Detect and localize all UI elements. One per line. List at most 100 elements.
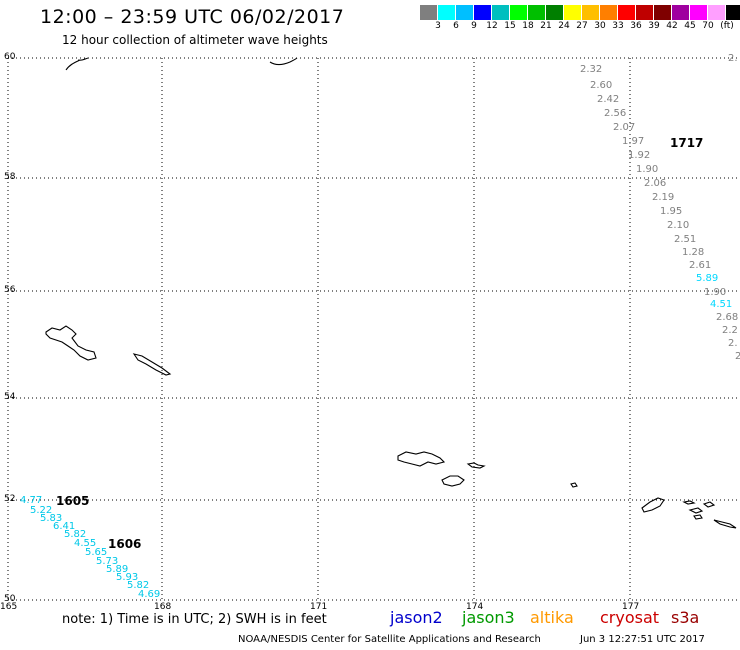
- scale-swatch: [546, 5, 564, 20]
- wave-height-value: 5.65: [85, 547, 108, 558]
- island-right-2: [682, 500, 696, 505]
- wave-height-value: 2.06: [644, 178, 667, 189]
- scale-label: 21: [540, 21, 552, 31]
- island-right-6: [713, 519, 737, 529]
- scale-label: 42: [666, 21, 678, 31]
- scale-label: 24: [558, 21, 570, 31]
- lon-label: 168: [154, 602, 172, 612]
- scale-label: 39: [648, 21, 660, 31]
- wave-height-value: 2.42: [597, 94, 620, 105]
- scale-swatch: [708, 5, 726, 20]
- scale-label: 27: [576, 21, 588, 31]
- track-label-1605: 1605: [56, 494, 90, 508]
- scale-label: 45: [684, 21, 696, 31]
- footer-note: note: 1) Time is in UTC; 2) SWH is in fe…: [62, 612, 327, 627]
- wave-height-value: 1.28: [682, 247, 705, 258]
- track-label-1717: 1717: [670, 136, 704, 150]
- wave-height-value: 5.93: [116, 572, 139, 583]
- wave-height-value: 2.51: [674, 234, 697, 245]
- island-right-5: [693, 514, 703, 520]
- wave-height-value: 1.90: [704, 287, 727, 298]
- wave-height-value: 5.82: [127, 580, 150, 591]
- scale-swatch: [672, 5, 690, 20]
- wave-height-value: 5.82: [64, 529, 87, 540]
- color-scale-legend: [420, 5, 740, 20]
- scale-label: 30: [594, 21, 606, 31]
- coastlines: [45, 57, 737, 529]
- wave-height-value: 1.92: [628, 150, 651, 161]
- satellite-jason3: jason3: [462, 608, 515, 627]
- island-right-1: [641, 497, 665, 513]
- lat-label: 50: [4, 594, 16, 604]
- wave-height-value: 5.22: [30, 505, 53, 516]
- scale-swatch: [438, 5, 456, 20]
- wave-height-value: 2.07: [613, 122, 636, 133]
- scale-label: 70: [702, 21, 714, 31]
- footer-credit: NOAA/NESDIS Center for Satellite Applica…: [238, 634, 541, 645]
- map-title: 12:00 – 23:59 UTC 06/02/2017: [40, 6, 345, 28]
- wave-height-value: 4.55: [74, 538, 97, 549]
- map-subtitle: 12 hour collection of altimeter wave hei…: [62, 33, 328, 47]
- island-small-1: [466, 462, 486, 469]
- scale-label: 3: [435, 21, 441, 31]
- track-label-1606: 1606: [108, 537, 142, 551]
- wave-height-value: 4.77: [20, 495, 43, 506]
- coastline-north-1: [65, 57, 89, 71]
- wave-height-value: 5.73: [96, 556, 119, 567]
- scale-label: 36: [630, 21, 642, 31]
- scale-label: 15: [504, 21, 516, 31]
- island-attu: [397, 451, 446, 467]
- scale-label: 6: [453, 21, 459, 31]
- coastline-north-2: [269, 57, 298, 66]
- wave-height-value: 5.89: [696, 273, 719, 284]
- scale-swatch: [582, 5, 600, 20]
- lat-label: 54: [4, 392, 16, 402]
- scale-swatch: [474, 5, 492, 20]
- scale-label: 9: [471, 21, 477, 31]
- wave-height-value: 2: [735, 351, 740, 362]
- wave-height-value: 4.69: [138, 589, 161, 600]
- wave-height-value: 4.51: [710, 299, 733, 310]
- lat-label: 56: [4, 285, 16, 295]
- lon-label: 174: [466, 602, 484, 612]
- footer-timestamp: Jun 3 12:27:51 UTC 2017: [580, 634, 705, 645]
- scale-swatch: [420, 5, 438, 20]
- island-medny: [132, 353, 172, 376]
- scale-swatch: [654, 5, 672, 20]
- scale-swatch: [636, 5, 654, 20]
- island-bering: [45, 325, 97, 361]
- lon-label: 171: [310, 602, 328, 612]
- scale-swatch: [726, 5, 740, 20]
- scale-label: 18: [522, 21, 534, 31]
- scale-swatch: [690, 5, 708, 20]
- lat-label: 58: [4, 172, 16, 182]
- wave-height-value: 2.56: [604, 108, 627, 119]
- scale-label: 33: [612, 21, 624, 31]
- wave-height-value: 2.2: [722, 325, 738, 336]
- island-right-3: [688, 507, 704, 514]
- satellite-jason2: jason2: [390, 608, 443, 627]
- wave-height-value: 2.19: [652, 192, 675, 203]
- wave-height-value: 2.61: [689, 260, 712, 271]
- satellite-altika: altika: [530, 608, 574, 627]
- scale-swatch: [600, 5, 618, 20]
- color-scale-labels: 3 6 9 12 15 18 21 24 27 30 33 36 39 42 45 70 (ft): [420, 21, 740, 33]
- island-small-2: [570, 482, 578, 488]
- scale-swatch: [618, 5, 636, 20]
- lon-label: 165: [0, 602, 18, 612]
- lat-label: 52: [4, 494, 16, 504]
- edge-value: 2.: [728, 53, 738, 64]
- island-right-4: [702, 501, 716, 508]
- satellite-cryosat: cryosat: [600, 608, 660, 627]
- wave-height-value: 5.83: [40, 513, 63, 524]
- scale-label: 12: [486, 21, 498, 31]
- wave-height-value: 1.95: [660, 206, 683, 217]
- wave-height-value: 5.89: [106, 564, 129, 575]
- scale-swatch: [564, 5, 582, 20]
- lat-label: 60: [4, 52, 16, 62]
- wave-height-value: 2.60: [590, 80, 613, 91]
- wave-height-value: 2.10: [667, 220, 690, 231]
- scale-swatch: [492, 5, 510, 20]
- scale-swatch: [528, 5, 546, 20]
- lon-label: 177: [622, 602, 640, 612]
